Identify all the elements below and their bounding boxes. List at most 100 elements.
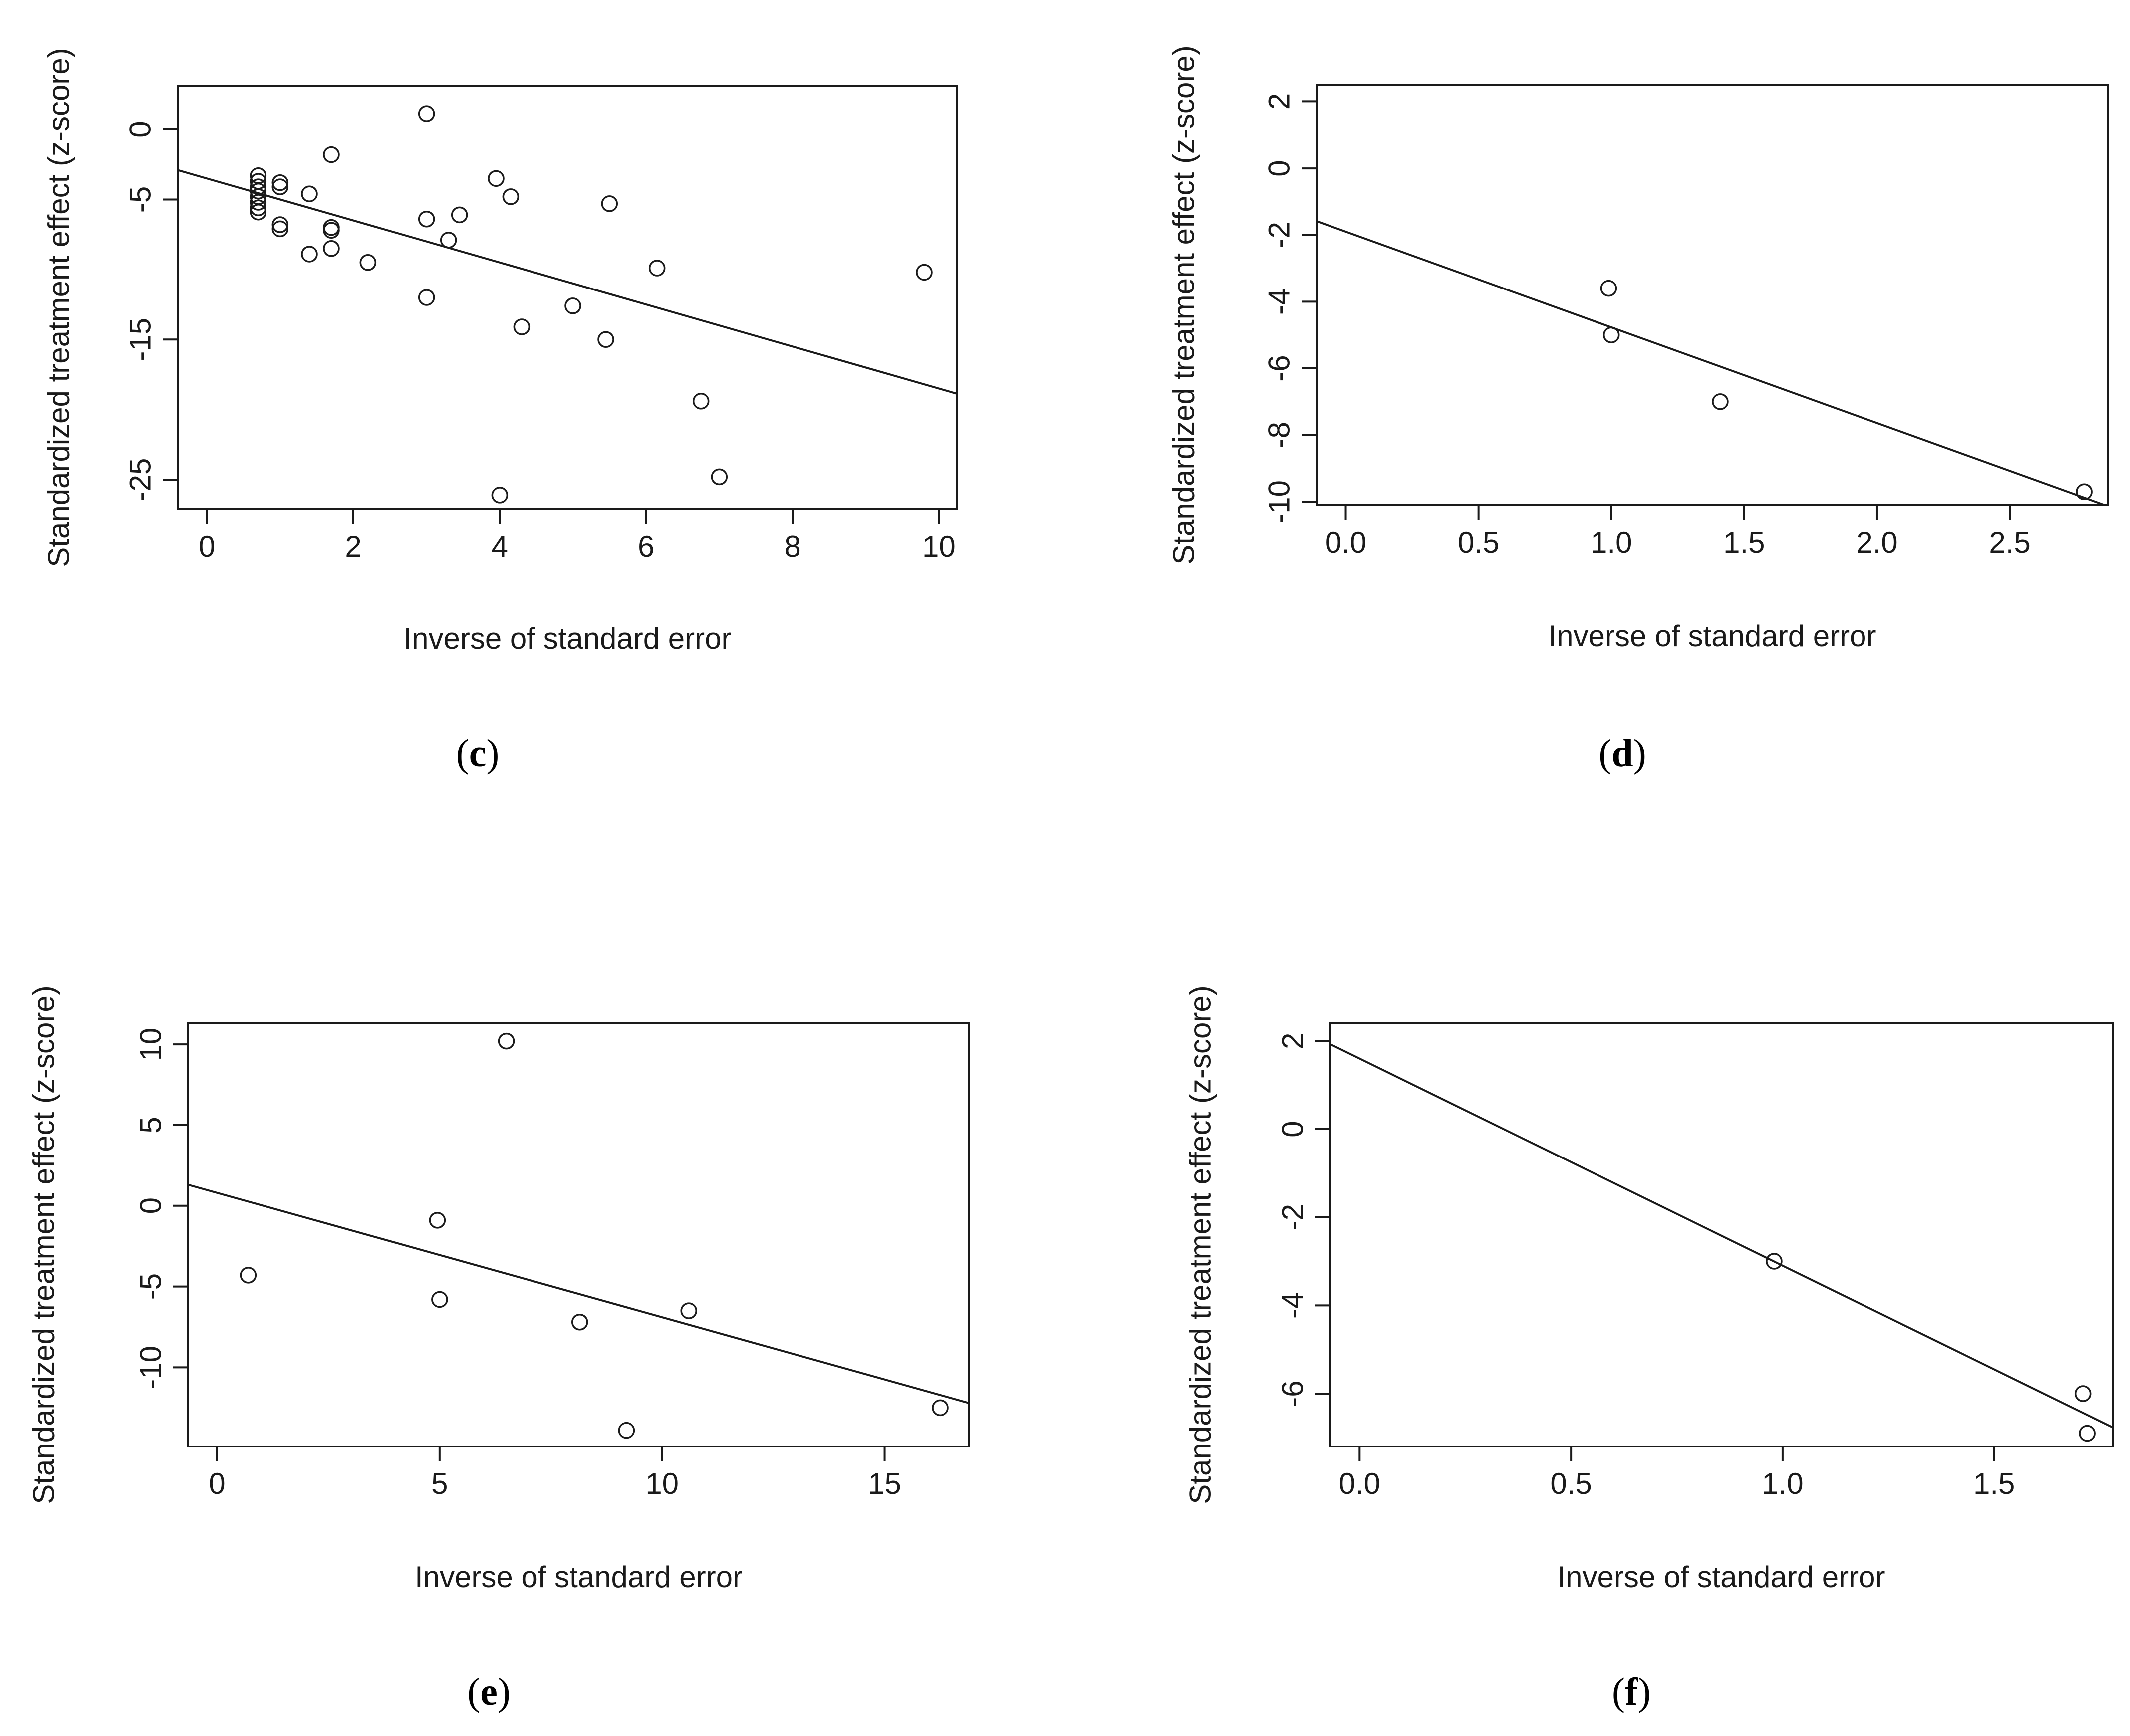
panel-c-data-point [418,289,435,306]
panel-d-data-point [1712,393,1729,410]
panel-c-plot: 0 2 4 6 8 10 0 -5 -15 -25 Inverse of standard erro… [42,48,958,775]
panel-c-x-axis-label: Inverse of standard error [404,622,732,655]
panel-c-data-point [502,188,520,205]
panel-c-data-point [271,220,289,238]
panel-c-x-tick-label: 8 [784,530,800,563]
panel-e-data-point [571,1314,588,1331]
panel-d-data-point [1603,326,1620,343]
panel-c-x-tick-label: 4 [492,530,508,563]
panel-d-data-point [1600,280,1617,297]
panel-e-x-axis-label: Inverse of standard error [415,1560,743,1594]
panel-f-y-tick-label: -6 [1276,1380,1310,1407]
panel-c-data-point [601,195,618,212]
panel-e-data-point [240,1267,257,1284]
panel-c-y-tick-label: -25 [124,458,157,502]
panel-f-plot-frame [1329,1022,2114,1447]
panel-c-x-tick-label: 0 [199,530,215,563]
panel-d-y-tick-label: 0 [1263,160,1296,176]
panel-d-y-tick-label: -6 [1263,355,1296,381]
panel-d-x-tick-label: 0.5 [1458,526,1499,559]
panel-c-x-tick-label: 6 [638,530,654,563]
panel-c-data-point [271,174,289,191]
panel-c-data-point [418,105,435,122]
panel-f-y-tick-label: 2 [1276,1033,1310,1049]
panel-c-plot-frame [177,85,958,510]
panel-c-data-point [513,318,531,335]
panel-c-data-point [597,331,614,348]
panel-f-x-tick-label: 0.5 [1550,1467,1592,1500]
panel-c-x-tick-label: 2 [345,530,361,563]
panel-c-data-point [323,240,340,257]
panel-c-data-point [250,203,267,221]
panel-f-data-point [1766,1253,1783,1270]
panel-d-plot: 0.0 0.5 1.0 1.5 2.0 2.5 2 0 -2 -4 -6 -8 -10 Inverse o… [1167,45,2109,775]
panel-c-y-tick-label: 0 [124,121,157,137]
panel-e-y-tick-label: 5 [134,1117,168,1133]
panel-c-y-axis-label: Standardized treatment effect (z-score) [42,48,76,567]
panel-e-x-tick-label: 0 [209,1467,225,1500]
panel-c-data-point [711,468,728,486]
panel-e-x-tick-label: 10 [645,1467,679,1500]
panel-e-x-tick-label: 15 [868,1467,901,1500]
panel-e-data-point [618,1422,635,1439]
panel-d-y-axis-label: Standardized treatment effect (z-score) [1167,45,1201,564]
panel-e-data-point [498,1032,515,1050]
panel-c-data-point [359,254,377,271]
panel-f-y-tick-label: 0 [1276,1121,1310,1137]
panel-d-x-tick-label: 0.0 [1325,526,1366,559]
panel-c-data-point [271,178,289,195]
panel-f-data-point [2074,1385,2092,1402]
panel-f-caption: (f) [1612,1670,1651,1713]
panel-e-data-point [932,1399,949,1417]
panel-c-data-point [564,297,581,314]
panel-d-x-tick-label: 1.0 [1591,526,1632,559]
panel-c-data-point [418,211,435,228]
panel-c-data-point [250,194,267,211]
panel-c-data-point [491,487,509,504]
panel-c-data-point [916,264,933,281]
panel-f-x-tick-label: 0.0 [1339,1467,1380,1500]
panel-d-caption: (d) [1598,731,1646,775]
panel-d-x-tick-label: 2.5 [1989,526,2030,559]
panel-d-plot-frame [1316,84,2109,506]
panel-f-data-point [2079,1425,2096,1442]
panel-d-y-tick-label: 2 [1263,93,1296,110]
panel-d-data-point [2076,483,2093,501]
panel-d-y-tick-label: -4 [1263,289,1296,315]
panel-e-y-tick-label: 10 [134,1028,168,1061]
panel-c-x-tick-label: 10 [922,530,956,563]
panel-d-regression-line [1316,220,2105,506]
panel-e-data-point [429,1212,446,1229]
panel-c-data-point [440,232,457,249]
panel-f-y-axis-label: Standardized treatment effect (z-score) [1184,985,1217,1504]
panel-f-x-tick-label: 1.0 [1762,1467,1803,1500]
panel-e-y-tick-label: -10 [134,1346,168,1389]
panel-e-caption: (e) [467,1670,511,1713]
panel-f-regression-line [1330,1043,2113,1429]
panel-c-data-point [692,393,710,410]
panel-c-regression-line [177,169,958,395]
panel-c-y-tick-label: -5 [124,186,157,213]
panel-c-caption: (c) [456,731,500,775]
panel-e-x-tick-label: 5 [431,1467,448,1500]
panel-d-x-axis-label: Inverse of standard error [1549,619,1876,653]
panel-c-data-point [250,182,267,200]
panel-c-data-point [301,246,318,263]
panel-c-data-point [323,146,340,163]
panel-e-y-tick-label: -5 [134,1273,168,1300]
panel-d-x-tick-label: 1.5 [1723,526,1765,559]
panel-f-x-tick-label: 1.5 [1973,1467,2015,1500]
panel-d-y-tick-label: -8 [1263,422,1296,448]
panel-e-data-point [431,1291,448,1308]
panel-c-data-point [271,216,289,233]
panel-d-y-tick-label: -10 [1263,480,1296,524]
panel-f-y-tick-label: -2 [1276,1204,1310,1230]
panel-e-y-tick-label: 0 [134,1197,168,1214]
panel-c-data-point [488,170,505,187]
panel-e-plot: 0 5 10 15 10 5 0 -5 -10 Inverse of standard error… [27,985,970,1713]
panel-c-data-point [250,199,267,217]
panel-f-plot: 0.0 0.5 1.0 1.5 2 0 -2 -4 -6 Inverse of standard … [1184,985,2114,1713]
panel-c-y-tick-label: -15 [124,318,157,361]
